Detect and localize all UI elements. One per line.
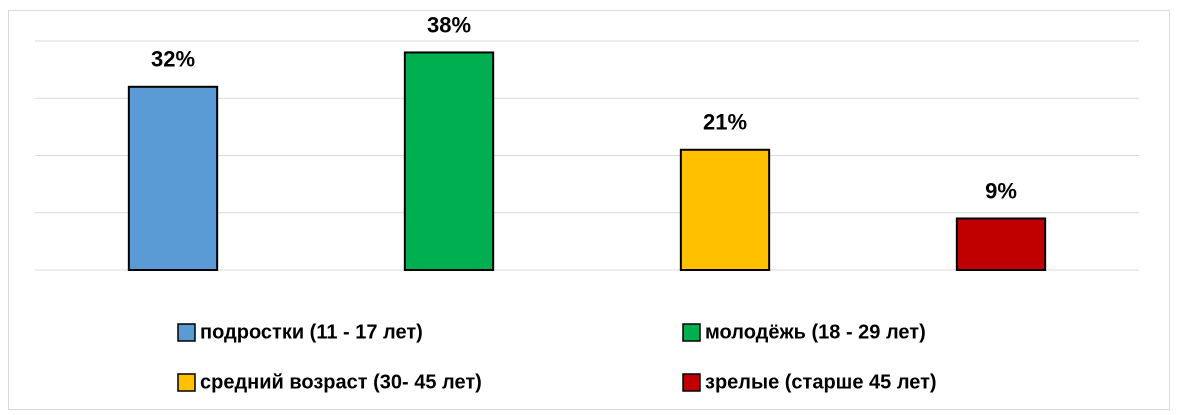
legend-swatch	[177, 323, 196, 342]
legend-swatch	[682, 323, 701, 342]
legend-label: подростки (11 - 17 лет)	[200, 321, 423, 343]
legend-label: средний возраст (30- 45 лет)	[200, 371, 482, 393]
value-label: 32%	[151, 47, 195, 72]
legend-swatch	[177, 373, 196, 392]
legend-swatch	[682, 373, 701, 392]
bar	[127, 85, 219, 271]
bar	[403, 51, 495, 272]
legend-label: молодёжь (18 - 29 лет)	[705, 321, 926, 343]
legend-label: зрелые (старше 45 лет)	[705, 371, 937, 393]
bar	[955, 217, 1047, 272]
value-label: 9%	[985, 178, 1017, 203]
bar	[679, 148, 771, 271]
value-label: 21%	[703, 110, 747, 135]
value-label: 38%	[427, 12, 471, 37]
